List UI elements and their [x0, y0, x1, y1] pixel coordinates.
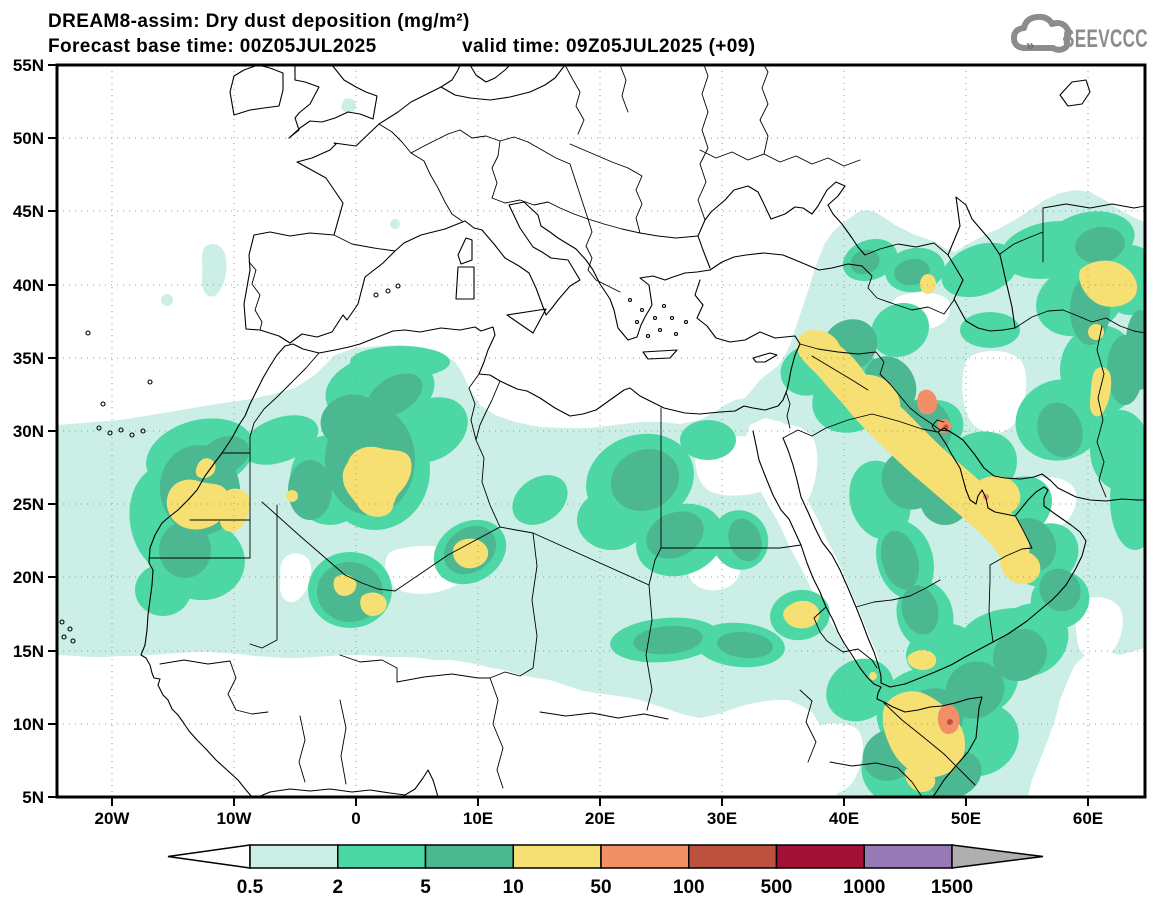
- country-borders: [148, 65, 1145, 797]
- lat-tick-label: 35N: [13, 349, 44, 368]
- lon-tick-label: 20W: [95, 809, 131, 828]
- lat-tick-label: 5N: [22, 788, 44, 807]
- contour-10: [166, 260, 1138, 792]
- legend-band: [600, 844, 690, 869]
- legend-band: [775, 844, 865, 869]
- contour-0p5-patch: [341, 98, 356, 113]
- contour-0p5-patch: [59, 624, 67, 632]
- lon-tick-label: 20E: [585, 809, 615, 828]
- lat-tick-label: 55N: [13, 56, 44, 75]
- colorbar-legend: 0.5 2 5 10 50 100 500 1000 1500: [167, 844, 1044, 898]
- legend-tick-label: 1000: [843, 877, 885, 898]
- lon-tick-label: 10W: [217, 809, 253, 828]
- map-title: DREAM8-assim: Dry dust deposition (mg/m²…: [48, 11, 470, 32]
- legend-band: [863, 844, 953, 869]
- contour-field: [57, 65, 1145, 797]
- legend-tick-label: 1500: [931, 877, 973, 898]
- legend-tick-label: 500: [761, 877, 793, 898]
- lon-tick-label: 60E: [1073, 809, 1103, 828]
- legend-tick-label: 5: [420, 877, 431, 898]
- legend-band: [512, 844, 602, 869]
- seevccc-logo: » SEEVCCC: [1011, 13, 1148, 54]
- forecast-base-time: Forecast base time: 00Z05JUL2025: [48, 36, 377, 57]
- lon-tick-label: 40E: [829, 809, 859, 828]
- lon-tick-label: 0: [351, 809, 360, 828]
- lat-tick-label: 45N: [13, 202, 44, 221]
- legend-band: [424, 844, 514, 869]
- legend-under-arrow: [167, 844, 251, 869]
- contour-0p5-patch: [390, 219, 400, 229]
- lat-tick-label: 25N: [13, 495, 44, 514]
- lon-tick-label: 10E: [463, 809, 493, 828]
- cloud-arrows: »: [1026, 37, 1034, 54]
- lat-tick-label: 15N: [13, 642, 44, 661]
- cloud-icon: [1011, 13, 1072, 53]
- valid-time: valid time: 09Z05JUL2025 (+09): [462, 36, 755, 57]
- contour-0p5-patch: [201, 244, 227, 297]
- coastlines: [59, 65, 1145, 797]
- legend-tick-label: 0.5: [237, 877, 264, 898]
- legend-over-arrow: [951, 844, 1044, 869]
- lon-tick-label: 50E: [951, 809, 981, 828]
- legend-tick-label: 50: [590, 877, 611, 898]
- aegean-islands: [627, 297, 689, 339]
- legend-tick-label: 2: [332, 877, 343, 898]
- lat-tick-label: 10N: [13, 715, 44, 734]
- legend-band: [337, 844, 427, 869]
- legend-tick-label: 10: [503, 877, 524, 898]
- contour-0p5-patch: [161, 294, 173, 306]
- axes: 20W 10W 0 10E 20E 30E 40E 50E 60E 55N 50N 45N 40N 35N…: [13, 56, 1103, 828]
- legend-tick-label: 100: [673, 877, 705, 898]
- legend-band: [688, 844, 778, 869]
- legend-band: [249, 844, 339, 869]
- lat-tick-label: 50N: [13, 129, 44, 148]
- lat-tick-label: 20N: [13, 568, 44, 587]
- lat-tick-label: 30N: [13, 422, 44, 441]
- lon-tick-label: 30E: [707, 809, 737, 828]
- logo-text: SEEVCCC: [1063, 25, 1148, 53]
- lat-tick-label: 40N: [13, 276, 44, 295]
- contour-100: [947, 719, 953, 725]
